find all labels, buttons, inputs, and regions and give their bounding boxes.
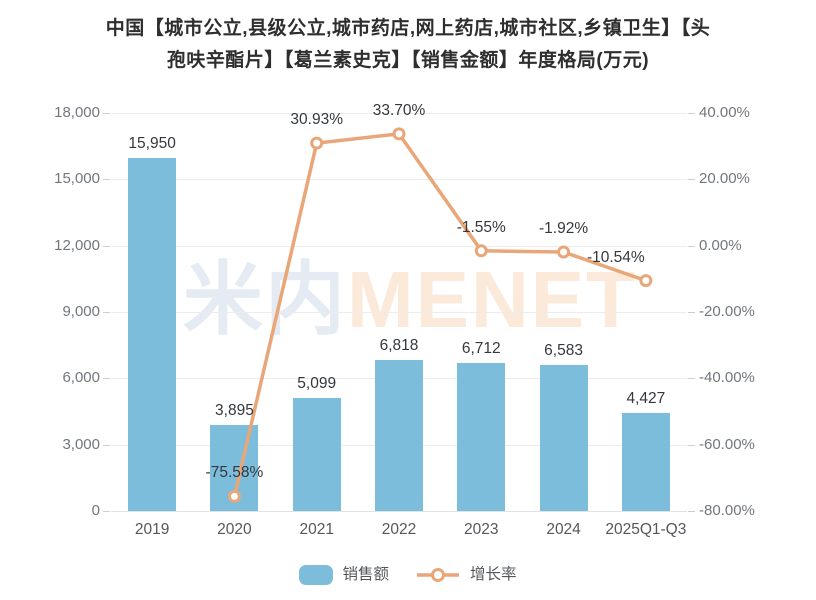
sales-bar-2023[interactable] [457,362,506,511]
growth-value-label: -1.92% [539,220,589,238]
bar-value-label: 4,427 [626,390,666,408]
right-axis-tick-label: -20.00% [699,303,755,320]
growth-value-label: -1.55% [456,218,506,236]
growth-value-label: -75.58% [205,464,264,482]
sales-bar-2021[interactable] [292,398,341,511]
right-axis-tick-label: -80.00% [699,502,755,519]
left-axis-tick [103,179,110,181]
chart-title-line2: 孢呋辛酯片】【葛兰素史克】【销售金额】年度格局(万元) [166,50,650,71]
left-axis-tick-label: 15,000 [54,170,100,188]
line-marker-2022[interactable] [392,127,406,141]
left-axis-tick-label: 6,000 [62,369,100,387]
line-marker-2024[interactable] [557,245,571,259]
left-axis-tick [103,245,110,247]
x-axis-label-2019: 2019 [134,521,170,538]
growth-value-label: -10.54% [586,248,645,266]
x-axis-label-2025Q1-Q3: 2025Q1-Q3 [605,521,687,538]
x-axis-label-2023: 2023 [464,521,499,538]
chart-title-line1: 中国【城市公立,县级公立,城市药店,网上药店,城市社区,乡镇卫生】【头 [105,18,711,39]
left-axis-tick-label: 0 [91,502,100,519]
right-axis-tick [688,312,695,313]
growth-legend-line-icon [417,568,459,582]
gridline [111,113,687,114]
line-marker-2025Q1-Q3[interactable] [639,274,653,288]
bar-value-label: 15,950 [128,135,176,153]
left-axis-tick-label: 18,000 [54,104,100,121]
bar-value-label: 6,583 [544,342,583,360]
growth-value-label: 30.93% [290,111,343,129]
bar-value-label: 3,895 [215,401,254,419]
legend-label-sales: 销售额 [342,566,389,583]
x-axis-label-2021: 2021 [299,521,334,538]
sales-legend-swatch-icon [299,565,334,585]
sales-bar-2025Q1-Q3[interactable] [621,413,670,511]
legend-item-sales[interactable]: 销售额 [299,565,389,585]
legend-item-growth[interactable]: 增长率 [415,565,517,585]
sales-bar-2022[interactable] [375,360,423,511]
legend-label-growth: 增长率 [470,566,517,583]
right-axis-tick [688,378,695,380]
right-axis-tick [688,444,695,446]
left-axis-tick-label: 3,000 [62,435,100,453]
gridline [111,312,687,313]
left-axis-tick [103,444,110,446]
right-axis-tick-label: 40.00% [699,104,750,121]
sales-bar-2024[interactable] [539,365,588,511]
sales-bar-2019[interactable] [128,158,177,511]
left-axis-tick-label: 12,000 [54,236,100,254]
right-axis-tick-label: -60.00% [699,435,755,453]
gridline [111,179,687,181]
right-axis-tick [688,113,695,114]
x-axis-label-2024: 2024 [546,521,581,538]
right-axis-tick [688,511,695,512]
left-axis-tick [103,113,110,114]
x-axis-label-2020: 2020 [217,521,252,538]
right-axis-tick-label: 20.00% [699,170,750,188]
line-marker-2021[interactable] [310,136,324,150]
left-axis-tick [103,312,110,313]
right-axis-tick [688,245,695,247]
growth-value-label: 33.70% [372,101,426,119]
bar-value-label: 6,818 [379,337,419,355]
left-axis-tick [103,378,110,380]
chart-legend: 销售额 增长率 [0,565,816,585]
right-axis-tick-label: 0.00% [699,236,742,254]
bar-value-label: 6,712 [461,339,501,357]
line-marker-2023[interactable] [474,244,488,258]
bar-value-label: 5,099 [297,375,337,393]
right-axis-tick [688,179,695,181]
x-axis-line [111,511,687,512]
right-axis-tick-label: -40.00% [699,369,755,387]
left-axis-tick-label: 9,000 [62,303,100,320]
chart-title: 中国【城市公立,县级公立,城市药店,网上药店,城市社区,乡镇卫生】【头 孢呋辛酯… [58,13,758,77]
line-marker-2020[interactable] [227,489,241,503]
left-axis-tick [103,511,110,512]
gridline [111,245,687,247]
x-axis-label-2022: 2022 [381,521,417,538]
